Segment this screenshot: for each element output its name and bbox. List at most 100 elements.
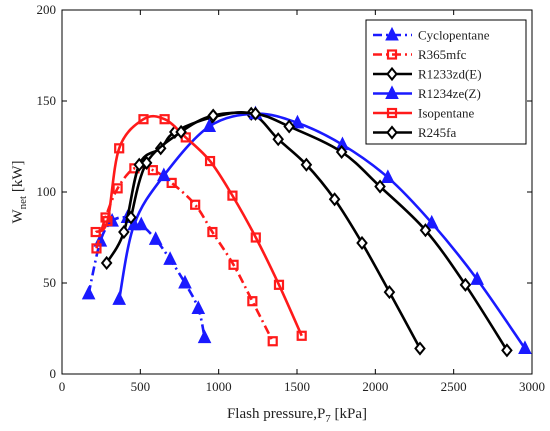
ticks-layer: 0 500 1000 1500 2000 2500 3000 0 50 100 150 200 [37, 2, 546, 394]
x-axis-title: Flash pressure,P7 [kPa] [227, 406, 367, 425]
data-point-r1234ze-z [290, 114, 305, 129]
x-tick-label: 500 [131, 379, 151, 394]
legend: Cyclopentane R365mfc R1233zd(E) R1234ze(Z) I… [365, 19, 527, 145]
data-point-isopentane [250, 232, 261, 243]
legend-item-r365mfc: R365mfc [373, 47, 467, 62]
legend-marker-isopentane [386, 107, 398, 119]
series-isopentane [90, 114, 307, 341]
data-point-isopentane [90, 226, 101, 238]
legend-label-cyclopentane: Cyclopentane [418, 28, 490, 43]
data-point-r245fa [335, 144, 348, 160]
data-point-r365mfc [190, 199, 201, 210]
series-r365mfc [91, 163, 278, 347]
data-point-isopentane [159, 114, 170, 125]
series-line-r1233zd-e [105, 111, 422, 350]
legend-label-r245fa: R245fa [418, 125, 457, 140]
legend-label-isopentane: Isopentane [418, 106, 475, 121]
data-point-r365mfc [112, 183, 123, 194]
data-point-r1233zd-e [118, 224, 130, 240]
series-r1233zd-e [100, 106, 426, 356]
legend-items: Cyclopentane R365mfc R1233zd(E) R1234ze(Z) I… [373, 26, 490, 140]
data-point-cyclopentane [163, 251, 177, 265]
data-point-r1233zd-e [356, 235, 368, 251]
data-point-r1233zd-e [100, 255, 113, 271]
data-point-cyclopentane [148, 231, 163, 245]
data-point-r1234ze-z [424, 214, 439, 229]
data-point-r245fa [419, 223, 432, 238]
data-point-r365mfc [147, 165, 158, 176]
legend-item-cyclopentane: Cyclopentane [373, 26, 490, 43]
series-line-r1234ze-z [117, 112, 527, 350]
data-point-isopentane [273, 279, 285, 290]
data-point-r1233zd-e [300, 157, 313, 172]
x-tick-label: 3000 [519, 379, 545, 394]
data-point-r245fa [249, 106, 262, 121]
series-r245fa [125, 106, 513, 358]
data-point-isopentane [138, 114, 149, 125]
data-point-r365mfc [267, 336, 278, 347]
legend-box [365, 19, 527, 145]
data-point-cyclopentane [197, 329, 212, 344]
data-point-r1234ze-z [470, 271, 484, 285]
data-point-r245fa [175, 124, 187, 140]
data-point-r245fa [374, 179, 386, 194]
data-point-r245fa [501, 343, 513, 358]
data-point-r1234ze-z [202, 118, 217, 132]
legend-item-r1233zd-e: R1233zd(E) [373, 67, 482, 82]
data-point-r245fa [140, 155, 153, 170]
y-tick-label: 150 [37, 93, 57, 108]
series-layer [81, 105, 532, 358]
data-point-r365mfc [228, 259, 239, 270]
data-point-r365mfc [166, 177, 177, 188]
legend-marker-r245fa [386, 125, 398, 140]
data-point-isopentane [102, 216, 113, 227]
legend-label-r365mfc: R365mfc [418, 47, 467, 62]
y-tick-label: 0 [50, 366, 57, 381]
data-point-cyclopentane [81, 285, 96, 300]
data-point-r365mfc [207, 226, 218, 238]
data-point-cyclopentane [178, 274, 192, 289]
y-tick-label: 100 [37, 184, 57, 199]
data-point-r245fa [125, 210, 137, 225]
data-point-r365mfc [91, 243, 102, 254]
series-line-cyclopentane [87, 215, 206, 338]
data-point-r1233zd-e [328, 192, 341, 207]
data-point-r1234ze-z [157, 167, 171, 182]
y-tick-label: 50 [43, 275, 56, 290]
data-point-r245fa [459, 277, 472, 292]
data-point-r245fa [283, 119, 295, 134]
data-point-r1234ze-z [112, 291, 126, 305]
legend-marker-r365mfc [386, 49, 398, 60]
data-point-isopentane [204, 155, 216, 167]
y-axis-title: Wnet [kW] [10, 160, 29, 223]
x-tick-label: 2000 [362, 379, 388, 394]
x-tick-label: 2500 [441, 379, 467, 394]
data-point-r1233zd-e [383, 285, 396, 300]
data-point-r1233zd-e [272, 132, 284, 147]
x-tick-label: 1000 [206, 379, 232, 394]
legend-item-r245fa: R245fa [373, 125, 457, 140]
data-point-r365mfc [247, 296, 258, 307]
data-point-r1233zd-e [414, 341, 426, 356]
data-point-r245fa [207, 108, 219, 123]
legend-marker-r1233zd-e [386, 66, 398, 82]
data-point-isopentane [227, 190, 238, 201]
legend-marker-cyclopentane [385, 26, 399, 41]
legend-item-r1234ze-z: R1234ze(Z) [373, 85, 481, 101]
data-point-isopentane [114, 143, 125, 154]
x-tick-label: 1500 [284, 379, 310, 394]
series-line-isopentane [94, 114, 303, 337]
legend-label-r1234ze-z: R1234ze(Z) [418, 86, 481, 101]
y-tick-label: 200 [37, 2, 57, 17]
legend-label-r1233zd-e: R1233zd(E) [418, 67, 482, 82]
data-point-r1234ze-z [381, 169, 395, 183]
series-line-r365mfc [95, 165, 274, 342]
legend-item-isopentane: Isopentane [373, 106, 475, 121]
data-point-cyclopentane [191, 300, 206, 314]
legend-marker-r1234ze-z [385, 85, 399, 99]
data-point-isopentane [296, 330, 307, 341]
x-tick-label: 0 [59, 379, 66, 394]
data-point-r1234ze-z [518, 340, 532, 355]
